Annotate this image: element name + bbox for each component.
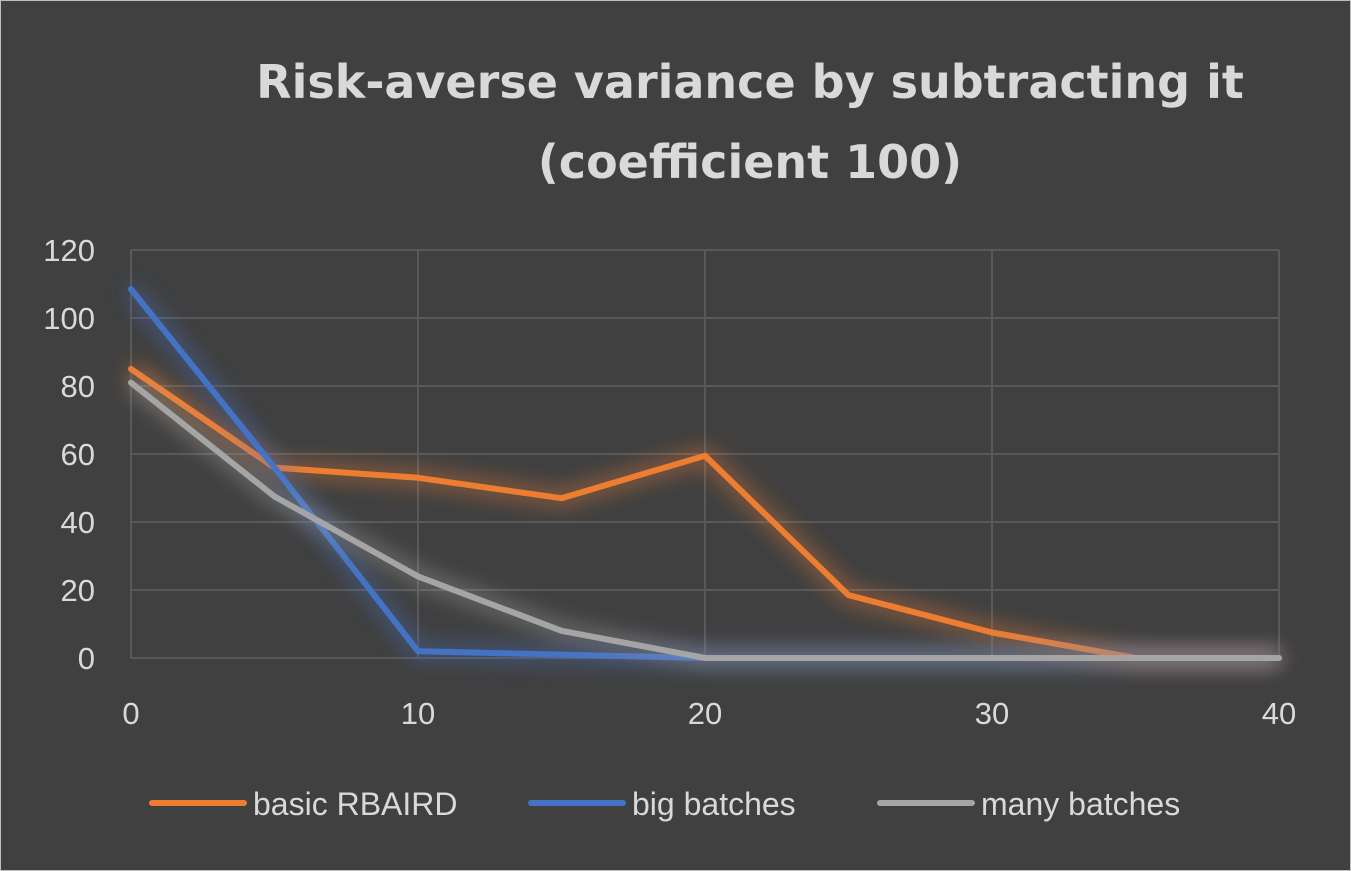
- y-tick-label: 20: [61, 573, 95, 608]
- y-tick-label: 100: [43, 301, 95, 336]
- y-tick-label: 0: [78, 641, 95, 676]
- axis-labels: 0 20 40 60 80 100 120 0 10 20 30 40: [43, 233, 1296, 731]
- x-tick-label: 40: [1262, 696, 1296, 731]
- legend: basic RBAIRD big batches many batches: [149, 786, 1180, 822]
- legend-label: big batches: [632, 786, 796, 822]
- y-tick-label: 120: [43, 233, 95, 268]
- x-tick-label: 20: [688, 696, 722, 731]
- series-layer: [124, 284, 1282, 666]
- chart-title-line-1: Risk-averse variance by subtracting it: [256, 55, 1244, 109]
- y-tick-label: 80: [61, 369, 95, 404]
- series-line-basic-rbaird: [128, 366, 1282, 661]
- series-line-many-batches: [128, 379, 1282, 661]
- x-tick-label: 10: [401, 696, 435, 731]
- x-tick-label: 0: [122, 696, 139, 731]
- chart-title-line-2: (coefficient 100): [537, 135, 963, 189]
- legend-label: basic RBAIRD: [253, 786, 458, 822]
- legend-label: many batches: [981, 786, 1180, 822]
- y-tick-label: 60: [61, 437, 95, 472]
- x-tick-label: 30: [975, 696, 1009, 731]
- y-tick-label: 40: [61, 505, 95, 540]
